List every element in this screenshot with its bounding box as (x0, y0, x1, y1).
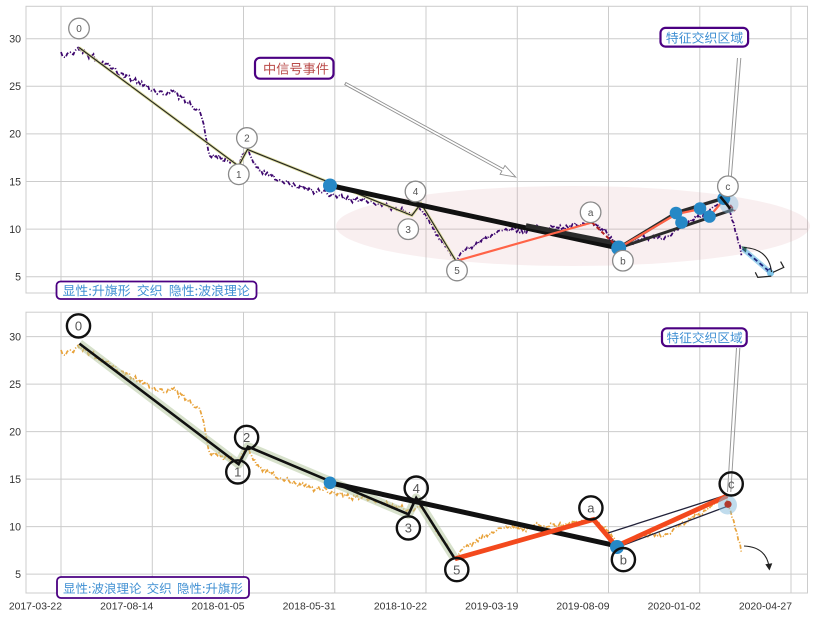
svg-text:0: 0 (76, 24, 82, 35)
svg-text:25: 25 (9, 379, 21, 391)
svg-text:20: 20 (9, 426, 21, 438)
svg-text:4: 4 (413, 481, 420, 496)
svg-text:2017-03-22: 2017-03-22 (9, 602, 62, 613)
svg-text:2018-01-05: 2018-01-05 (191, 602, 244, 613)
svg-text:2017-08-14: 2017-08-14 (100, 602, 153, 613)
svg-text:b: b (620, 256, 626, 267)
svg-text:20: 20 (9, 129, 21, 141)
svg-text:3: 3 (405, 521, 412, 536)
svg-text:5: 5 (453, 562, 460, 577)
svg-text:30: 30 (9, 34, 21, 46)
svg-text:5: 5 (454, 266, 460, 277)
svg-text:2020-04-27: 2020-04-27 (739, 602, 792, 613)
svg-text:2019-08-09: 2019-08-09 (556, 602, 609, 613)
svg-text:1: 1 (234, 465, 241, 480)
svg-text:b: b (620, 552, 627, 567)
svg-text:5: 5 (15, 272, 21, 284)
svg-text:0: 0 (75, 319, 82, 334)
svg-text:2019-03-19: 2019-03-19 (465, 602, 518, 613)
svg-text:15: 15 (9, 474, 21, 486)
svg-text:15: 15 (9, 176, 21, 188)
svg-text:2018-10-22: 2018-10-22 (374, 602, 427, 613)
svg-text:c: c (728, 477, 735, 492)
svg-text:a: a (588, 208, 594, 219)
svg-text:10: 10 (9, 224, 21, 236)
svg-text:2: 2 (243, 430, 250, 445)
svg-text:25: 25 (9, 81, 21, 93)
svg-text:3: 3 (405, 225, 411, 236)
svg-text:4: 4 (413, 187, 419, 198)
svg-text:30: 30 (9, 331, 21, 343)
svg-text:2: 2 (244, 134, 250, 145)
svg-text:1: 1 (236, 170, 242, 181)
svg-text:5: 5 (15, 569, 21, 581)
svg-text:10: 10 (9, 521, 21, 533)
svg-text:c: c (725, 182, 730, 193)
svg-text:2018-05-31: 2018-05-31 (283, 602, 336, 613)
svg-text:a: a (587, 501, 595, 516)
svg-text:2020-01-02: 2020-01-02 (648, 602, 701, 613)
